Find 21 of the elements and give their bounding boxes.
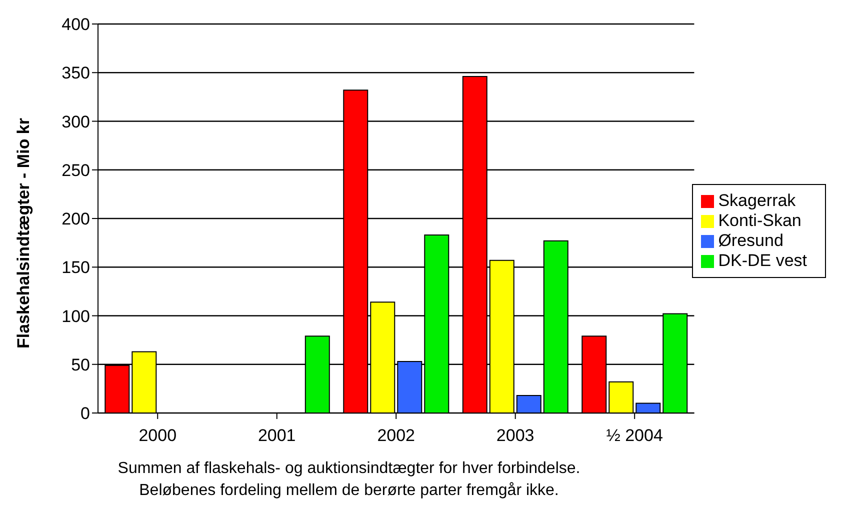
x-tick-label: 2002 (377, 426, 416, 446)
legend-label: DK-DE vest (718, 250, 807, 270)
x-tick-label: ½ 2004 (606, 426, 663, 446)
text: Summen af flaskehals- og auktionsindtægter for hver forbindelse. (116, 459, 582, 479)
legend-label: Konti-Skan (718, 210, 802, 230)
x-tick-label: 2000 (138, 426, 177, 446)
y-tick-label: 200 (62, 210, 90, 229)
legend-label: Øresund (718, 230, 784, 250)
y-tick-label: 100 (62, 306, 90, 326)
y-tick-label: 0 (80, 404, 90, 424)
y-axis-title: Flaskehalsindtægter - Mio kr (14, 118, 34, 348)
legend-label: Skagerrak (718, 190, 796, 210)
x-tick-label: 2003 (496, 426, 534, 446)
x-tick-label: 2001 (258, 426, 296, 446)
y-tick-label: 250 (62, 160, 90, 180)
text: Beløbenes fordeling mellem de berørte parter fremgår ikke. (138, 481, 560, 501)
y-tick-label: 400 (62, 15, 90, 34)
y-tick-label: 50 (71, 355, 90, 374)
y-tick-label: 350 (62, 64, 90, 83)
y-tick-label: 300 (62, 112, 90, 132)
y-tick-label: 150 (62, 258, 90, 278)
